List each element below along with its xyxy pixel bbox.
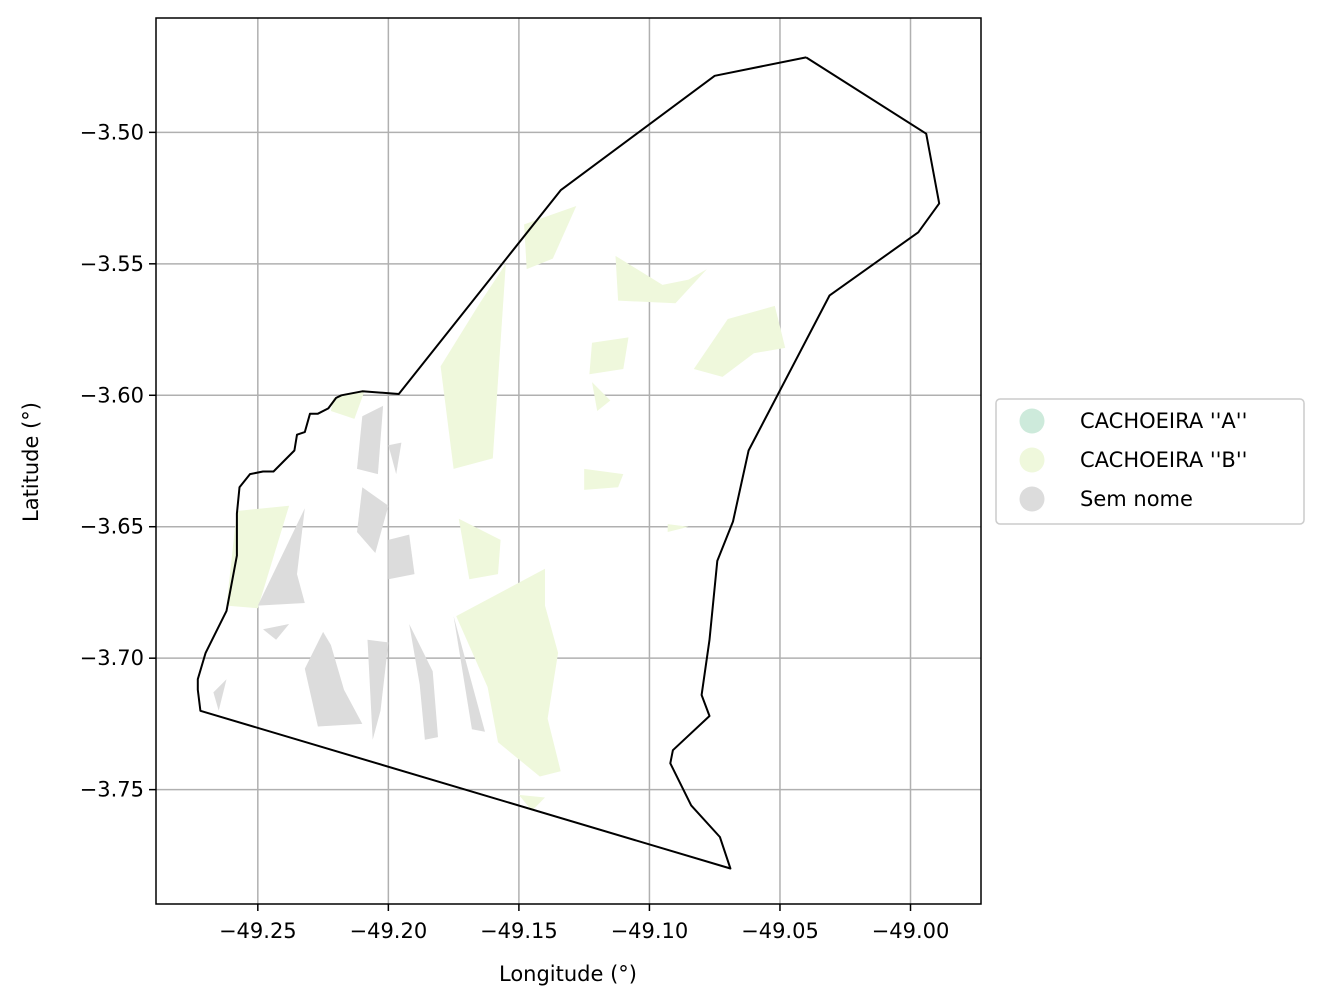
region-sem-nome [357,487,389,553]
legend-marker [1019,447,1045,473]
region-cachoeira-b [524,206,577,270]
x-tick-label: −49.15 [480,919,558,943]
axes-frame [155,17,982,905]
legend-label: CACHOEIRA ''B'' [1080,448,1247,472]
gridlines [156,18,981,904]
region-cachoeira-b [592,382,611,411]
region-cachoeira-b [584,468,624,490]
y-tick-label: −3.60 [80,383,144,407]
region-cachoeira-b [589,337,629,375]
y-tick-label: −3.70 [80,646,144,670]
region-sem-nome [453,616,485,732]
region-sem-nome [263,624,290,640]
x-tick-label: −49.20 [349,919,427,943]
boundary-layer [196,56,941,870]
y-axis-ticks: −3.50 −3.55 −3.60 −3.65 −3.70 −3.75 [80,120,156,802]
legend-marker [1019,408,1045,434]
region-sem-nome [388,442,402,475]
x-tick-label: −49.25 [219,919,297,943]
region-cachoeira-b [440,263,506,469]
legend-label: Sem nome [1080,487,1193,511]
y-tick-label: −3.75 [80,778,144,802]
map-regions [213,206,786,811]
region-sem-nome [409,624,438,740]
y-axis-label: Latitude (°) [19,402,43,522]
municipality-boundary [196,56,941,870]
region-sem-nome [357,405,384,475]
legend: CACHOEIRA ''A'' CACHOEIRA ''B'' Sem nome [995,398,1305,525]
region-cachoeira-b [458,518,501,580]
y-tick-label: −3.65 [80,515,144,539]
region-sem-nome [388,534,415,580]
x-tick-label: −49.05 [741,919,819,943]
region-cachoeira-b [456,568,561,777]
legend-frame [995,398,1305,525]
x-tick-label: −49.10 [611,919,689,943]
x-axis-label: Longitude (°) [499,962,637,986]
y-tick-label: −3.50 [80,120,144,144]
region-cachoeira-b [615,255,707,304]
region-cachoeira-b [693,305,786,377]
region-sem-nome [304,631,363,727]
region-cachoeira-b [518,794,545,811]
y-tick-label: −3.55 [80,252,144,276]
region-sem-nome [367,639,389,740]
x-tick-label: −49.00 [872,919,950,943]
legend-marker [1019,486,1045,512]
region-cachoeira-b [667,524,689,532]
region-sem-nome [257,508,305,606]
x-axis-ticks: −49.25 −49.20 −49.15 −49.10 −49.05 −49.00 [219,904,949,943]
legend-label: CACHOEIRA ''A'' [1080,409,1247,433]
region-cachoeira-b [226,505,290,609]
region-sem-nome [213,679,227,711]
